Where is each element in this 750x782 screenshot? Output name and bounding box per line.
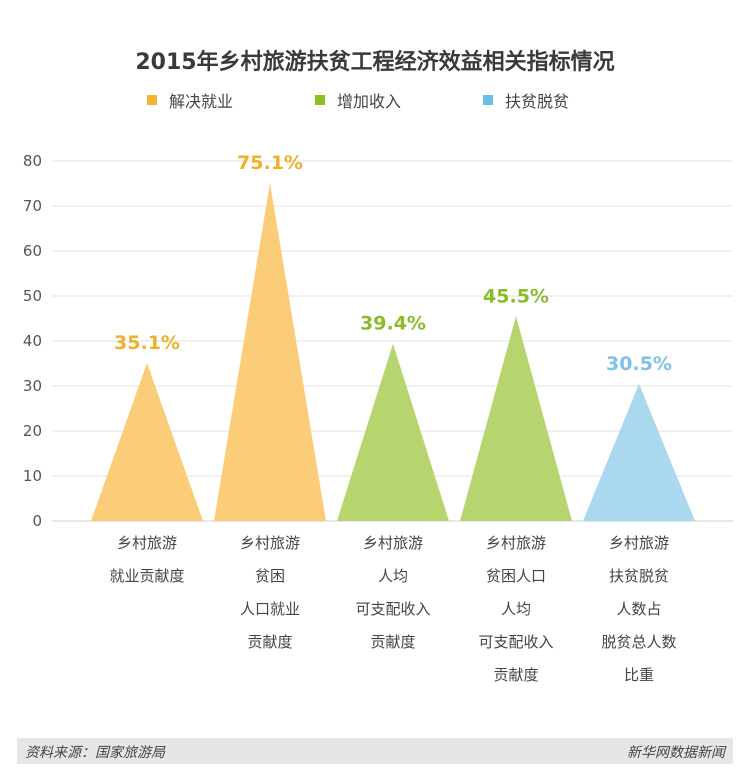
legend-item-income: 增加收入 bbox=[315, 88, 401, 112]
legend-label: 扶贫脱贫 bbox=[505, 92, 570, 111]
y-tick-label: 50 bbox=[23, 287, 42, 305]
bar-triangle bbox=[214, 183, 326, 522]
bar-triangle bbox=[337, 343, 449, 521]
x-category-label: 贡献度 bbox=[493, 666, 538, 684]
x-category-label: 贡献度 bbox=[247, 633, 292, 651]
legend-swatch-employment bbox=[147, 95, 157, 105]
footer: 资料来源：国家旅游局 新华网数据新闻 bbox=[17, 738, 733, 764]
y-tick-label: 70 bbox=[23, 197, 42, 215]
data-label: 45.5% bbox=[483, 285, 549, 307]
brand-credit: 新华网数据新闻 bbox=[627, 745, 725, 761]
data-label: 39.4% bbox=[360, 313, 426, 335]
legend-label: 增加收入 bbox=[337, 92, 402, 111]
source-note: 资料来源：国家旅游局 bbox=[25, 745, 165, 761]
bar-triangle bbox=[583, 383, 695, 521]
x-category-label: 可支配收入 bbox=[478, 633, 553, 651]
legend: 解决就业 增加收入 扶贫脱贫 bbox=[0, 88, 750, 112]
x-category-label: 乡村旅游 bbox=[117, 534, 177, 552]
x-category-label: 扶贫脱贫 bbox=[609, 567, 669, 585]
bar-triangle bbox=[91, 363, 203, 521]
x-category-label: 乡村旅游 bbox=[363, 534, 423, 552]
legend-item-employment: 解决就业 bbox=[147, 88, 233, 112]
x-category-label: 乡村旅游 bbox=[486, 534, 546, 552]
x-category-label: 脱贫总人数 bbox=[601, 633, 676, 651]
y-tick-label: 0 bbox=[32, 512, 42, 530]
x-category-label: 比重 bbox=[624, 666, 654, 684]
x-category-label: 人口就业 bbox=[240, 600, 300, 618]
x-category-label: 人数占 bbox=[616, 600, 661, 618]
legend-item-poverty: 扶贫脱贫 bbox=[483, 88, 569, 112]
x-category-label: 可支配收入 bbox=[355, 600, 430, 618]
legend-swatch-income bbox=[315, 95, 325, 105]
y-tick-label: 80 bbox=[23, 152, 42, 170]
data-label: 75.1% bbox=[237, 152, 303, 174]
x-category-label: 乡村旅游 bbox=[240, 534, 300, 552]
x-category-label: 就业贡献度 bbox=[109, 567, 184, 585]
x-category-label: 乡村旅游 bbox=[609, 534, 669, 552]
data-label: 35.1% bbox=[114, 332, 180, 354]
legend-swatch-poverty bbox=[483, 95, 493, 105]
x-category-label: 贫困人口 bbox=[486, 567, 546, 585]
chart-title: 2015年乡村旅游扶贫工程经济效益相关指标情况 bbox=[135, 50, 615, 75]
y-tick-label: 40 bbox=[23, 332, 42, 350]
y-tick-label: 30 bbox=[23, 377, 42, 395]
legend-label: 解决就业 bbox=[169, 92, 234, 111]
y-tick-label: 10 bbox=[23, 467, 42, 485]
x-category-label: 贡献度 bbox=[370, 633, 415, 651]
x-category-label: 人均 bbox=[378, 567, 408, 585]
x-category-label: 人均 bbox=[501, 600, 531, 618]
x-category-label: 贫困 bbox=[255, 567, 285, 585]
bar-triangle bbox=[460, 316, 572, 521]
y-tick-label: 60 bbox=[23, 242, 42, 260]
y-tick-label: 20 bbox=[23, 422, 42, 440]
data-label: 30.5% bbox=[606, 353, 672, 375]
